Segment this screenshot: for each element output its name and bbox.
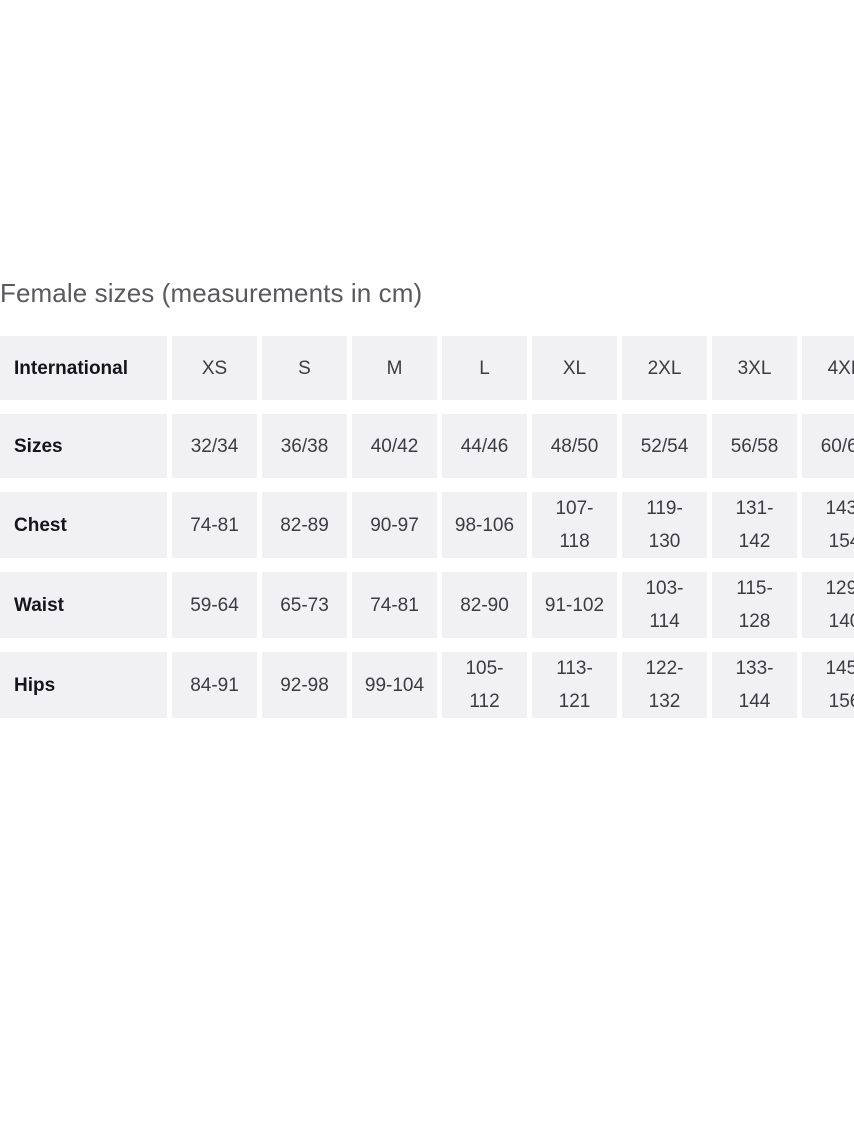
cell-waist-xs: 59-64 xyxy=(172,572,257,638)
cell-hips-4xl: 145-156 xyxy=(802,652,854,718)
table-row: Waist 59-64 65-73 74-81 82-90 91-102 103… xyxy=(0,572,854,638)
row-label-waist: Waist xyxy=(0,572,167,638)
cell-sizes-xl: 48/50 xyxy=(532,414,617,478)
cell-waist-m: 74-81 xyxy=(352,572,437,638)
table-row: Sizes 32/34 36/38 40/42 44/46 48/50 52/5… xyxy=(0,414,854,478)
cell-waist-xl: 91-102 xyxy=(532,572,617,638)
column-header-m: M xyxy=(352,336,437,400)
cell-waist-2xl: 103-114 xyxy=(622,572,707,638)
cell-chest-xs: 74-81 xyxy=(172,492,257,558)
cell-sizes-m: 40/42 xyxy=(352,414,437,478)
cell-hips-2xl: 122-132 xyxy=(622,652,707,718)
column-header-2xl: 2XL xyxy=(622,336,707,400)
table-body: Sizes 32/34 36/38 40/42 44/46 48/50 52/5… xyxy=(0,414,854,718)
cell-waist-4xl: 129-140 xyxy=(802,572,854,638)
cell-hips-xs: 84-91 xyxy=(172,652,257,718)
cell-sizes-xs: 32/34 xyxy=(172,414,257,478)
cell-sizes-l: 44/46 xyxy=(442,414,527,478)
cell-waist-s: 65-73 xyxy=(262,572,347,638)
size-chart-table: International XS S M L XL 2XL 3XL 4XL Si… xyxy=(0,322,854,732)
cell-hips-3xl: 133-144 xyxy=(712,652,797,718)
cell-sizes-2xl: 52/54 xyxy=(622,414,707,478)
column-header-4xl: 4XL xyxy=(802,336,854,400)
cell-chest-m: 90-97 xyxy=(352,492,437,558)
cell-chest-3xl: 131-142 xyxy=(712,492,797,558)
row-label-chest: Chest xyxy=(0,492,167,558)
column-header-s: S xyxy=(262,336,347,400)
cell-hips-s: 92-98 xyxy=(262,652,347,718)
cell-sizes-4xl: 60/62 xyxy=(802,414,854,478)
table-row: Chest 74-81 82-89 90-97 98-106 107-118 1… xyxy=(0,492,854,558)
column-header-3xl: 3XL xyxy=(712,336,797,400)
column-header-l: L xyxy=(442,336,527,400)
row-label-hips: Hips xyxy=(0,652,167,718)
column-header-xl: XL xyxy=(532,336,617,400)
cell-chest-2xl: 119-130 xyxy=(622,492,707,558)
table-header-row: International XS S M L XL 2XL 3XL 4XL xyxy=(0,336,854,400)
cell-chest-s: 82-89 xyxy=(262,492,347,558)
cell-sizes-3xl: 56/58 xyxy=(712,414,797,478)
cell-chest-xl: 107-118 xyxy=(532,492,617,558)
cell-hips-l: 105-112 xyxy=(442,652,527,718)
column-header-international: International xyxy=(0,336,167,400)
cell-waist-3xl: 115-128 xyxy=(712,572,797,638)
page-title: Female sizes (measurements in cm) xyxy=(0,278,423,308)
cell-hips-xl: 113-121 xyxy=(532,652,617,718)
cell-hips-m: 99-104 xyxy=(352,652,437,718)
cell-sizes-s: 36/38 xyxy=(262,414,347,478)
cell-waist-l: 82-90 xyxy=(442,572,527,638)
cell-chest-l: 98-106 xyxy=(442,492,527,558)
cell-chest-4xl: 143-154 xyxy=(802,492,854,558)
row-label-sizes: Sizes xyxy=(0,414,167,478)
size-chart-section: Female sizes (measurements in cm) Intern… xyxy=(0,276,854,732)
table-header: International XS S M L XL 2XL 3XL 4XL xyxy=(0,336,854,400)
column-header-xs: XS xyxy=(172,336,257,400)
table-row: Hips 84-91 92-98 99-104 105-112 113-121 … xyxy=(0,652,854,718)
